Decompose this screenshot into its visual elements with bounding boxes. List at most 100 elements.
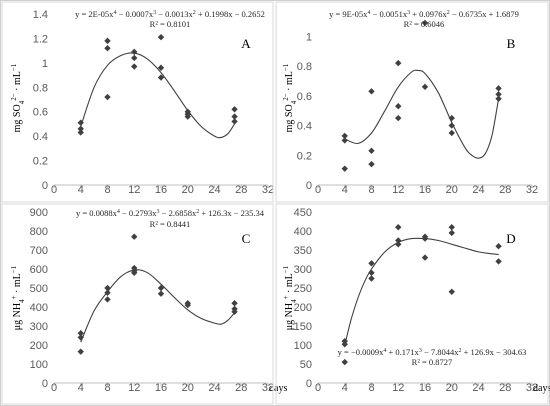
y-tick-label: 200 [294, 302, 312, 314]
x-tick-label: 4 [78, 184, 84, 196]
x-tick-label: 16 [419, 184, 431, 196]
panel-a: 0 4 8 12 16 20 24 28 32 0 0.2 0.4 0.6 0.8 1 1.2 1.4 mg SO… [10, 9, 274, 196]
panel-b: 0 4 8 12 16 20 24 28 32 0 0.2 0.4 0.6 0.8 1 mg SO42− · … [282, 9, 538, 196]
data-point [421, 83, 429, 91]
panel-border [275, 1, 549, 203]
data-point [368, 88, 375, 95]
x-tick-label: 20 [182, 184, 194, 196]
x-tick-label: 16 [155, 184, 167, 196]
data-point [104, 284, 111, 292]
data-point [341, 358, 348, 366]
x-axis-label: days [533, 383, 550, 394]
x-tick-label: 16 [155, 382, 167, 394]
panel-border [1, 1, 274, 203]
y-tick-label: 200 [30, 340, 48, 352]
panel-d: 0 4 8 12 16 20 24 28 320501001502002503003504004… [282, 207, 550, 394]
panel-label: D [506, 231, 515, 246]
data-point [231, 118, 238, 125]
y-tick-label: 600 [30, 264, 48, 276]
x-tick-label: 28 [235, 184, 247, 196]
data-point [395, 237, 402, 244]
data-point [448, 288, 455, 295]
y-axis-label: μg NH4+ · mL−1 [282, 265, 298, 330]
trendline-equation: y = 2E-05x4 − 0.0007x3 − 0.0013x2 + 0.19… [75, 9, 265, 19]
y-tick-label: 800 [30, 226, 48, 238]
x-tick-label: 24 [208, 184, 220, 196]
panel-border [1, 203, 274, 405]
y-tick-label: 0 [42, 378, 48, 390]
x-tick-label: 32 [262, 382, 274, 394]
data-point [157, 74, 165, 81]
x-tick-label: 20 [446, 382, 458, 394]
data-point [184, 301, 191, 309]
trendline-equation: y = −0.0009x4 + 0.171x3 − 7.8044x2 + 126… [338, 347, 527, 357]
r-squared-label: R² = 0.8441 [150, 219, 191, 229]
panel-label: A [241, 36, 251, 51]
data-point [157, 284, 165, 292]
y-tick-label: 0.4 [33, 131, 48, 143]
data-point [104, 37, 111, 45]
y-tick-label: 0.4 [297, 121, 312, 133]
data-point [368, 147, 375, 154]
data-point [448, 129, 455, 137]
panel-border [275, 203, 549, 405]
panel-c: 0 4 8 12 16 20 24 28 320100200300400500600700800… [10, 207, 287, 394]
data-point [131, 269, 138, 276]
data-point [448, 114, 455, 122]
y-tick-label: 250 [294, 283, 312, 295]
y-tick-label: 1.4 [33, 9, 48, 21]
data-point [77, 348, 84, 355]
data-point [104, 93, 111, 101]
x-tick-label: 32 [526, 382, 538, 394]
x-tick-label: 0 [51, 382, 57, 394]
trendline-equation: y = 0.0088x4 − 0.2793x3 − 2.6858x2 + 126… [76, 208, 265, 218]
y-tick-label: 1 [42, 58, 48, 70]
x-tick-label: 4 [78, 382, 84, 394]
data-point [368, 275, 375, 282]
data-point [495, 91, 502, 98]
x-tick-label: 16 [419, 382, 431, 394]
data-point [231, 113, 238, 120]
data-point [448, 229, 455, 237]
y-tick-label: 0 [306, 378, 312, 390]
y-tick-label: 0.2 [297, 150, 312, 162]
data-point [341, 132, 348, 140]
x-tick-label: 8 [368, 184, 374, 196]
data-point [131, 54, 138, 62]
panel-label: C [242, 231, 251, 246]
x-tick-label: 4 [342, 184, 348, 196]
x-tick-label: 8 [368, 382, 374, 394]
r-squared-label: R² = 0.8101 [150, 19, 191, 29]
data-point [395, 241, 402, 248]
y-tick-label: 150 [294, 321, 312, 333]
data-point [131, 233, 138, 240]
data-point [157, 290, 165, 297]
trendline-curve [344, 237, 499, 346]
x-tick-label: 24 [472, 184, 484, 196]
data-point [341, 165, 348, 172]
y-tick-label: 400 [294, 226, 312, 238]
data-point [231, 308, 238, 315]
data-point [368, 260, 375, 267]
x-tick-label: 32 [262, 184, 274, 196]
trendline-curve [80, 269, 236, 343]
data-point [231, 106, 238, 113]
data-point [131, 48, 138, 56]
x-tick-label: 28 [499, 184, 511, 196]
data-point [104, 296, 111, 303]
data-point [395, 102, 402, 110]
data-point [495, 258, 502, 265]
x-tick-label: 0 [315, 184, 321, 196]
trendline-equation: y = 9E-05x4 − 0.0051x3 + 0.0976x2 − 0.67… [329, 9, 519, 19]
y-tick-label: 1 [306, 31, 312, 43]
x-tick-label: 12 [128, 382, 140, 394]
x-tick-label: 24 [208, 382, 220, 394]
x-tick-label: 0 [315, 382, 321, 394]
data-point [421, 254, 429, 261]
y-tick-label: 350 [294, 245, 312, 257]
data-point [157, 64, 165, 71]
y-tick-label: 0 [306, 180, 312, 192]
y-axis-label: μg NH4+ · mL−1 [10, 265, 26, 330]
data-point [495, 95, 502, 102]
